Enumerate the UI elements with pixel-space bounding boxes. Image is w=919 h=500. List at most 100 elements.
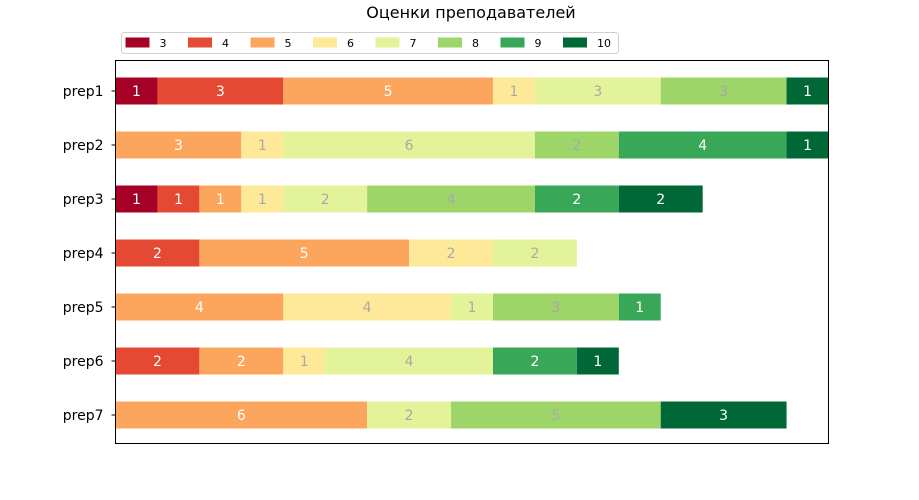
bar-segment xyxy=(492,293,619,321)
bar-segment xyxy=(534,131,619,159)
bar-label: 2 xyxy=(572,138,581,154)
bar-segment xyxy=(199,347,284,375)
legend-label: 10 xyxy=(597,37,611,50)
bar-segment xyxy=(115,131,242,159)
bar-segment xyxy=(283,77,493,105)
bar-segment xyxy=(241,185,284,213)
bar-label: 1 xyxy=(258,138,267,154)
y-axis: prep1 prep2 prep3 prep4 prep5 prep6 prep7 xyxy=(63,84,116,424)
bar-segment xyxy=(534,77,661,105)
bar-segment xyxy=(618,185,703,213)
legend-label: 5 xyxy=(285,37,292,50)
legend-swatch xyxy=(438,37,462,48)
y-tick-label: prep4 xyxy=(63,246,104,262)
legend-swatch xyxy=(250,37,275,48)
bar-label: 3 xyxy=(593,84,602,100)
bar-label: 2 xyxy=(530,354,539,370)
bar-label: 6 xyxy=(237,408,246,424)
bar-segment xyxy=(115,401,368,429)
legend-label: 4 xyxy=(222,37,229,50)
bar-segment xyxy=(492,239,577,267)
bar-label: 1 xyxy=(132,192,141,208)
bar-label: 4 xyxy=(405,354,414,370)
bar-label: 5 xyxy=(551,408,560,424)
bar-segment xyxy=(283,347,326,375)
bar-label: 1 xyxy=(132,84,141,100)
bar-segment xyxy=(115,239,200,267)
bar-segment xyxy=(115,293,284,321)
bar-label: 1 xyxy=(258,192,267,208)
legend-swatch xyxy=(500,37,525,48)
bar-labels-layer: 1 3 5 1 3 3 1 3 1 6 2 4 1 1 1 1 1 2 4 2 2 2 5 2 2 4 4 1 3 1 2 2 1 4 2 1 6 2 5 3 xyxy=(132,84,812,424)
bar-label: 2 xyxy=(153,246,162,262)
bar-label: 2 xyxy=(153,354,162,370)
y-tick-label: prep6 xyxy=(63,354,104,370)
legend-swatch xyxy=(188,37,212,48)
bar-segment xyxy=(618,131,787,159)
bar-segment xyxy=(283,131,535,159)
bar-label: 2 xyxy=(572,192,581,208)
legend-label: 3 xyxy=(160,37,167,50)
legend-swatch xyxy=(125,37,150,48)
bar-segment xyxy=(492,77,535,105)
bar-segment xyxy=(199,239,410,267)
bar-label: 6 xyxy=(405,138,414,154)
y-tick-label: prep2 xyxy=(63,138,104,154)
bar-label: 1 xyxy=(635,300,644,316)
bar-label: 3 xyxy=(551,300,560,316)
bars-layer xyxy=(115,77,829,429)
legend-swatch xyxy=(313,37,337,48)
bar-label: 1 xyxy=(216,192,225,208)
bar-segment xyxy=(157,77,284,105)
bar-label: 2 xyxy=(321,192,330,208)
bar-segment xyxy=(115,347,200,375)
bar-segment xyxy=(660,401,787,429)
bar-segment xyxy=(534,185,619,213)
bar-label: 1 xyxy=(468,300,477,316)
bar-segment xyxy=(241,131,284,159)
bar-label: 1 xyxy=(803,138,812,154)
bar-label: 3 xyxy=(216,84,225,100)
bar-segment xyxy=(157,185,200,213)
bar-segment xyxy=(660,77,787,105)
legend-label: 6 xyxy=(347,37,354,50)
chart-title: Оценки преподавателей xyxy=(366,3,575,22)
bar-segment xyxy=(367,401,452,429)
bar-segment xyxy=(786,77,829,105)
bar-label: 2 xyxy=(405,408,414,424)
bar-segment xyxy=(451,293,493,321)
legend-swatch xyxy=(375,37,400,48)
bar-label: 2 xyxy=(656,192,665,208)
bar-segment xyxy=(492,347,577,375)
bar-segment xyxy=(115,185,158,213)
bar-label: 1 xyxy=(300,354,309,370)
bar-segment xyxy=(576,347,619,375)
bar-label: 2 xyxy=(530,246,539,262)
bar-segment xyxy=(199,185,242,213)
plot-frame xyxy=(115,60,829,444)
bar-label: 3 xyxy=(174,138,183,154)
bar-label: 3 xyxy=(719,84,728,100)
bar-segment xyxy=(409,239,493,267)
bar-segment xyxy=(786,131,829,159)
bar-label: 2 xyxy=(237,354,246,370)
bar-segment xyxy=(115,77,158,105)
bar-label: 4 xyxy=(447,192,456,208)
y-tick-label: prep3 xyxy=(63,192,104,208)
bar-segment xyxy=(451,401,661,429)
y-tick-label: prep1 xyxy=(63,84,104,100)
bar-label: 3 xyxy=(719,408,728,424)
bar-label: 1 xyxy=(174,192,183,208)
legend-label: 7 xyxy=(410,37,417,50)
legend-swatch xyxy=(563,37,587,48)
y-tick-label: prep5 xyxy=(63,300,104,316)
legend: 3 4 5 6 7 8 9 10 xyxy=(121,32,619,54)
bar-segment xyxy=(325,347,493,375)
bar-label: 4 xyxy=(363,300,372,316)
bar-label: 1 xyxy=(593,354,602,370)
bar-label: 1 xyxy=(803,84,812,100)
bar-label: 2 xyxy=(447,246,456,262)
legend-frame xyxy=(121,32,619,54)
